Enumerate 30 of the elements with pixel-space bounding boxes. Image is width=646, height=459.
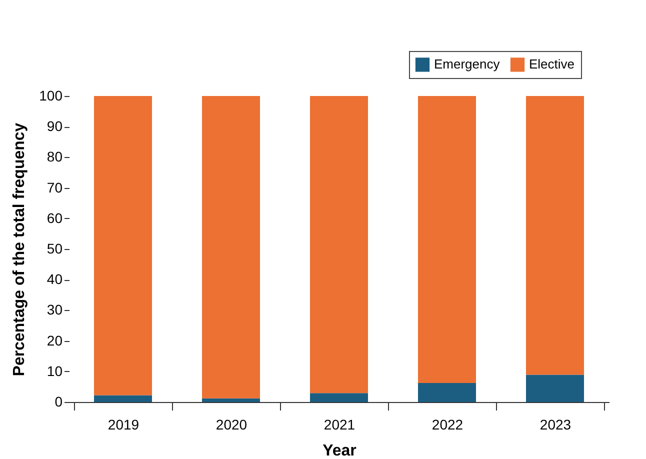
y-tick-label: 10 bbox=[46, 362, 63, 379]
bar bbox=[94, 96, 152, 396]
bar bbox=[310, 393, 368, 402]
y-tick-label: 50 bbox=[46, 240, 63, 256]
y-tick-label: 40 bbox=[46, 271, 63, 288]
y-tick-label: 60 bbox=[46, 210, 63, 226]
bar bbox=[526, 96, 584, 375]
x-tick-label: 2020 bbox=[216, 416, 248, 432]
y-tick-label: 80 bbox=[46, 148, 63, 165]
bar bbox=[310, 96, 368, 394]
y-axis-title: Percentage of the total frequency bbox=[11, 122, 28, 376]
y-tick-label: 20 bbox=[46, 332, 63, 348]
legend-label: Elective bbox=[529, 56, 575, 72]
y-tick-label: 100 bbox=[39, 88, 63, 104]
x-axis-title: Year bbox=[322, 442, 356, 459]
bar bbox=[202, 96, 260, 398]
bar bbox=[526, 374, 584, 402]
x-tick-label: 2019 bbox=[108, 416, 140, 432]
legend-label: Emergency bbox=[434, 56, 500, 72]
x-tick-label: 2021 bbox=[324, 416, 356, 432]
y-tick-label: 30 bbox=[46, 302, 63, 318]
bar bbox=[202, 398, 260, 402]
y-tick-label: 70 bbox=[46, 179, 63, 196]
bar bbox=[418, 383, 476, 402]
bar bbox=[418, 96, 476, 384]
y-tick-label: 90 bbox=[46, 118, 63, 134]
x-tick-label: 2023 bbox=[540, 416, 572, 432]
bar bbox=[94, 395, 152, 402]
x-tick-label: 2022 bbox=[432, 416, 464, 432]
y-tick-label: 0 bbox=[54, 394, 63, 410]
